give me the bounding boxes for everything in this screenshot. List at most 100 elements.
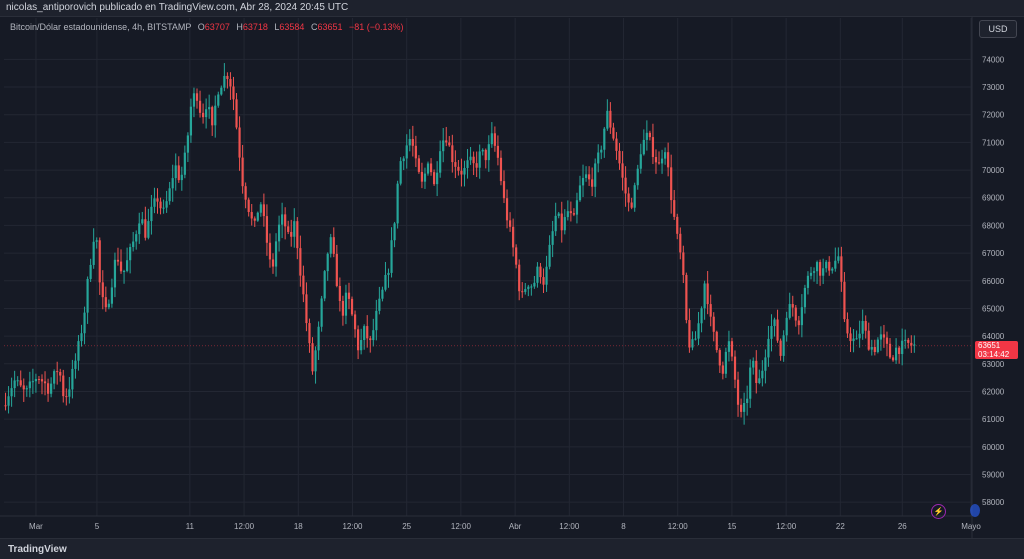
candle-body	[828, 261, 831, 271]
candle-body	[694, 338, 697, 340]
candle-body	[308, 323, 311, 344]
candle-body	[575, 200, 579, 215]
candle-body	[785, 317, 788, 336]
candle-body	[262, 204, 265, 217]
candle-body	[764, 357, 767, 371]
candle-body	[633, 185, 636, 208]
candle-body	[445, 140, 448, 143]
candle-body	[834, 260, 837, 269]
candle-body	[37, 378, 41, 380]
y-tick-label: 64000	[982, 332, 1005, 341]
candle-body	[657, 162, 661, 164]
candle-body	[10, 388, 13, 397]
candle-body	[594, 163, 597, 187]
candle-body	[332, 237, 335, 254]
candle-body	[533, 282, 536, 287]
candle-body	[22, 385, 25, 390]
candle-body	[831, 268, 834, 271]
candle-body	[718, 350, 721, 366]
candle-body	[819, 262, 822, 276]
candle-body	[560, 213, 563, 231]
candle-body	[660, 158, 664, 164]
candle-body	[478, 151, 481, 168]
candle-body	[259, 204, 262, 213]
y-tick-label: 66000	[982, 277, 1005, 286]
candle-body	[271, 259, 275, 267]
candle-body	[71, 368, 74, 390]
symbol-legend: Bitcoin/Dólar estadounidense, 4h, BITSTA…	[10, 22, 404, 32]
candle-body	[174, 165, 177, 179]
candle-body	[19, 380, 22, 386]
candle-body	[329, 237, 332, 254]
candle-body	[153, 198, 156, 207]
bar-countdown: 03:14:42	[978, 350, 1010, 359]
candle-body	[749, 367, 752, 399]
candle-body	[122, 270, 126, 272]
currency-button[interactable]: USD	[979, 20, 1017, 38]
candle-body	[800, 307, 803, 326]
candle-body	[296, 221, 299, 249]
candle-body	[557, 213, 560, 216]
candle-body	[588, 174, 591, 180]
candle-body	[910, 342, 913, 346]
candle-body	[697, 323, 700, 339]
y-tick-label: 71000	[982, 138, 1005, 147]
candle-body	[505, 198, 509, 221]
candle-body	[815, 262, 819, 272]
candle-body	[317, 326, 320, 351]
candle-body	[50, 383, 53, 394]
candle-body	[357, 329, 360, 351]
x-tick-label: 12:00	[451, 522, 472, 531]
candle-body	[913, 344, 916, 346]
x-tick-label: 26	[898, 522, 907, 531]
candle-body	[393, 223, 396, 241]
x-tick-label: 12:00	[234, 522, 255, 531]
candle-body	[208, 107, 211, 110]
candle-body	[791, 304, 794, 308]
candle-body	[487, 144, 490, 161]
candle-body	[898, 347, 901, 355]
candle-body	[423, 173, 427, 182]
candle-body	[457, 166, 460, 171]
candle-body	[536, 266, 539, 283]
candle-body	[244, 186, 247, 200]
x-tick-label: 8	[621, 522, 626, 531]
candle-body	[299, 248, 302, 276]
lightning-icon[interactable]: ⚡	[931, 504, 946, 519]
clock-icon[interactable]	[970, 504, 980, 517]
candle-body	[618, 150, 621, 164]
candle-body	[168, 188, 171, 202]
candle-body	[256, 212, 259, 221]
candle-body	[205, 109, 208, 118]
candle-body	[736, 379, 740, 405]
x-tick-label: 12:00	[559, 522, 580, 531]
candle-body	[290, 231, 293, 237]
x-tick-label: 18	[294, 522, 303, 531]
candle-body	[615, 138, 618, 151]
candle-body	[515, 247, 518, 265]
x-tick-label: Mayo	[961, 522, 981, 531]
candle-body	[135, 234, 138, 242]
candle-body	[238, 127, 241, 158]
candle-body	[873, 347, 876, 353]
candle-body	[715, 331, 718, 351]
candle-body	[220, 87, 223, 95]
candle-body	[770, 326, 773, 339]
candle-body	[183, 152, 186, 175]
last-price-label: 63651 03:14:42	[975, 341, 1018, 359]
candle-body	[7, 396, 10, 406]
open-value: 63707	[204, 22, 230, 32]
y-tick-label: 63000	[982, 360, 1005, 369]
candle-body	[372, 330, 375, 341]
candle-body	[597, 152, 600, 164]
candle-body	[277, 224, 281, 242]
candle-body	[268, 242, 272, 260]
candle-body	[265, 216, 269, 243]
candle-body	[703, 283, 706, 309]
candle-body	[499, 157, 503, 182]
candle-body	[788, 304, 791, 318]
x-tick-label: 12:00	[668, 522, 689, 531]
candle-body	[80, 333, 83, 342]
